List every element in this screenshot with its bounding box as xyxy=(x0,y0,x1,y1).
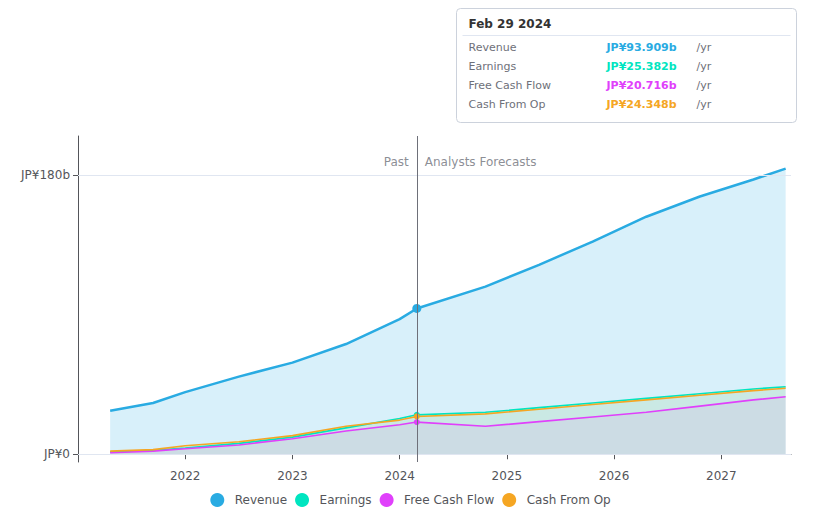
svg-text:/yr: /yr xyxy=(697,98,712,111)
svg-text:Cash From Op: Cash From Op xyxy=(527,493,611,507)
svg-text:JP¥180b: JP¥180b xyxy=(20,168,70,182)
svg-text:Revenue: Revenue xyxy=(235,493,287,507)
svg-text:JP¥0: JP¥0 xyxy=(43,447,70,461)
svg-text:/yr: /yr xyxy=(697,41,712,54)
svg-text:Free Cash Flow: Free Cash Flow xyxy=(404,493,494,507)
svg-text:Analysts Forecasts: Analysts Forecasts xyxy=(425,155,537,169)
svg-text:2026: 2026 xyxy=(599,469,630,483)
svg-text:2025: 2025 xyxy=(492,469,523,483)
svg-text:JP¥20.716b: JP¥20.716b xyxy=(606,79,677,92)
svg-text:Free Cash Flow: Free Cash Flow xyxy=(469,79,552,92)
svg-text:Past: Past xyxy=(384,155,409,169)
svg-text:Revenue: Revenue xyxy=(469,41,517,54)
svg-text:JP¥24.348b: JP¥24.348b xyxy=(606,98,677,111)
svg-text:Earnings: Earnings xyxy=(320,493,372,507)
svg-text:2022: 2022 xyxy=(170,469,201,483)
svg-text:Earnings: Earnings xyxy=(469,60,517,73)
svg-text:JP¥25.382b: JP¥25.382b xyxy=(606,60,677,73)
svg-text:2023: 2023 xyxy=(277,469,308,483)
svg-text:2027: 2027 xyxy=(706,469,737,483)
svg-text:JP¥93.909b: JP¥93.909b xyxy=(606,41,677,54)
svg-text:2024: 2024 xyxy=(384,469,415,483)
svg-text:Cash From Op: Cash From Op xyxy=(469,98,546,111)
svg-text:Feb 29 2024: Feb 29 2024 xyxy=(469,17,552,31)
svg-text:/yr: /yr xyxy=(697,60,712,73)
svg-text:/yr: /yr xyxy=(697,79,712,92)
